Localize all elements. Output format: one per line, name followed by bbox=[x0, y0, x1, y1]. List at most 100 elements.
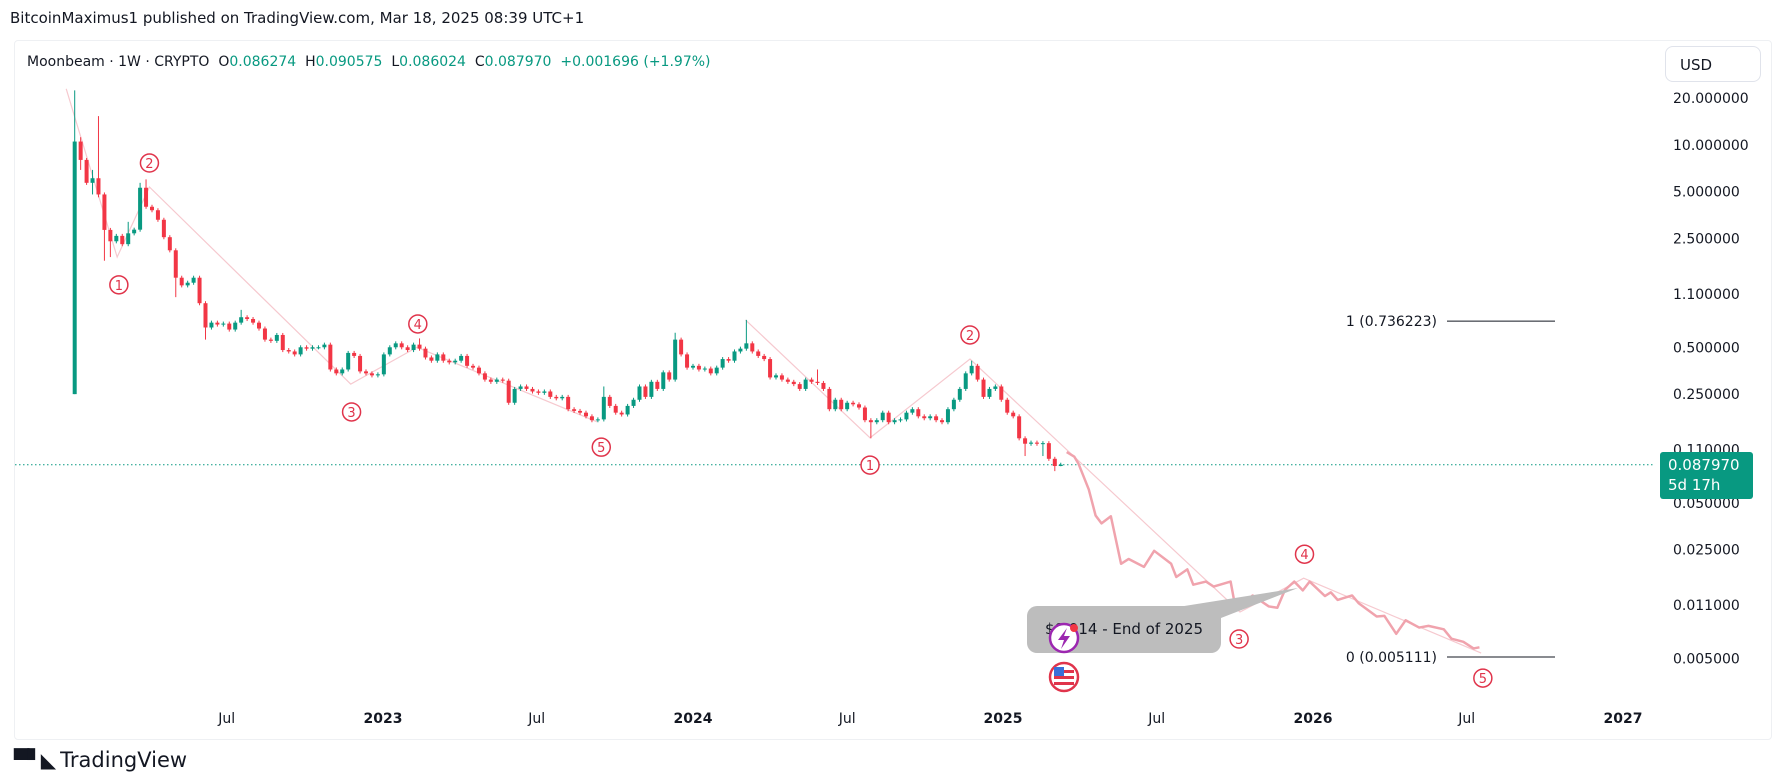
candle bbox=[963, 371, 968, 391]
candle-body bbox=[90, 178, 95, 183]
candle-body bbox=[619, 412, 624, 415]
wave-label: 3 bbox=[341, 402, 362, 422]
candle-body bbox=[631, 399, 636, 406]
fib-levels[interactable]: 1 (0.736223) 0 (0.005111) bbox=[1346, 314, 1555, 666]
candle-body bbox=[613, 405, 618, 413]
wave-label-circle bbox=[960, 325, 980, 345]
wave-label-circle bbox=[1229, 629, 1249, 649]
candle-body bbox=[197, 277, 202, 304]
candle-body bbox=[762, 355, 767, 360]
wave-line bbox=[745, 319, 1482, 654]
low-label: L bbox=[391, 54, 400, 70]
price-axis[interactable]: 20.000000 10.000000 5.000000 2.500000 1.1000… bbox=[1673, 91, 1749, 667]
candle bbox=[316, 345, 321, 350]
candle bbox=[969, 360, 974, 376]
candle-body bbox=[554, 396, 559, 399]
candle bbox=[589, 414, 594, 423]
lightning-icon[interactable] bbox=[1048, 622, 1080, 654]
candle bbox=[405, 345, 410, 353]
candle-body bbox=[922, 416, 927, 419]
candle-body bbox=[673, 339, 678, 380]
candle-body bbox=[482, 373, 487, 380]
candle bbox=[643, 384, 648, 399]
wave-label-number: 4 bbox=[414, 318, 422, 333]
time-tick-label: 2024 bbox=[674, 711, 713, 727]
candle bbox=[346, 350, 351, 372]
candle bbox=[862, 405, 867, 423]
candle bbox=[120, 233, 125, 247]
candle bbox=[957, 386, 962, 402]
candle bbox=[215, 320, 220, 327]
fib-level-label: 1 (0.736223) bbox=[1346, 314, 1437, 330]
candle bbox=[72, 90, 77, 395]
close-label: C bbox=[474, 54, 485, 70]
candle bbox=[803, 377, 808, 391]
wave-label: 4 bbox=[1294, 544, 1315, 564]
candle-body bbox=[536, 391, 541, 393]
candle-body bbox=[1046, 443, 1051, 459]
chart-panel[interactable] bbox=[14, 40, 1772, 740]
candle bbox=[940, 418, 945, 425]
candle-body bbox=[572, 409, 577, 411]
candle-body bbox=[352, 352, 357, 356]
symbol-title: Moonbeam · 1W · CRYPTO bbox=[27, 54, 210, 70]
projection-path bbox=[1066, 451, 1480, 650]
candle-body bbox=[821, 382, 826, 389]
candle bbox=[744, 319, 749, 351]
candle bbox=[476, 365, 481, 376]
candle-body bbox=[886, 412, 891, 423]
candle bbox=[726, 357, 731, 363]
candle bbox=[209, 320, 214, 330]
candle-body bbox=[750, 343, 755, 352]
candle bbox=[1023, 436, 1028, 457]
candle bbox=[138, 182, 143, 232]
candle bbox=[286, 348, 291, 354]
candle-body bbox=[655, 381, 660, 389]
candle-body bbox=[251, 318, 256, 323]
candle-body bbox=[1058, 464, 1063, 467]
candle bbox=[179, 275, 184, 288]
candle bbox=[595, 417, 600, 423]
candle bbox=[369, 371, 374, 378]
us-flag-icon[interactable] bbox=[1048, 661, 1080, 693]
wave-label-number: 2 bbox=[966, 329, 974, 344]
candle-body bbox=[310, 347, 315, 349]
wave-label: 5 bbox=[591, 437, 612, 457]
currency-button[interactable]: USD bbox=[1665, 46, 1761, 82]
candle bbox=[833, 397, 838, 412]
candle bbox=[512, 386, 517, 405]
candle-body bbox=[862, 407, 867, 421]
projection[interactable] bbox=[1066, 451, 1480, 650]
candle bbox=[661, 370, 666, 391]
candle-body bbox=[126, 233, 131, 245]
candle-body bbox=[637, 386, 642, 400]
price-tick-label: 5.000000 bbox=[1673, 185, 1740, 201]
candle bbox=[530, 386, 535, 394]
candle-body bbox=[512, 388, 517, 403]
candle bbox=[500, 377, 505, 383]
candle bbox=[572, 407, 577, 413]
candle bbox=[126, 221, 131, 247]
wave-label-number: 4 bbox=[1300, 548, 1308, 563]
candle-body bbox=[732, 351, 737, 361]
candle-body bbox=[185, 282, 190, 286]
tradingview-logo[interactable]: ▀▘◣ TradingView bbox=[14, 748, 187, 772]
candle-body bbox=[999, 386, 1004, 400]
candle-body bbox=[405, 347, 410, 351]
time-axis[interactable]: Jul 2023 Jul 2024 Jul 2025 Jul 2026 Jul 2027 bbox=[217, 711, 1642, 727]
candle-body bbox=[239, 317, 244, 323]
candle-body bbox=[833, 399, 838, 410]
candle-body bbox=[993, 386, 998, 389]
current-price-label: 0.087970 5d 17h bbox=[1660, 452, 1753, 499]
candle-body bbox=[500, 379, 505, 381]
candle-body bbox=[227, 323, 232, 330]
candle bbox=[827, 386, 832, 412]
candle-body bbox=[1005, 399, 1010, 413]
wave-labels[interactable]: 1 2 3 4 5 1 2 3 4 5 bbox=[109, 153, 1493, 688]
wave-lines[interactable] bbox=[65, 88, 1482, 654]
candle-countdown: 5d 17h bbox=[1668, 476, 1721, 494]
candle-body bbox=[274, 334, 279, 341]
candle-body bbox=[149, 206, 154, 211]
candle bbox=[262, 326, 267, 342]
